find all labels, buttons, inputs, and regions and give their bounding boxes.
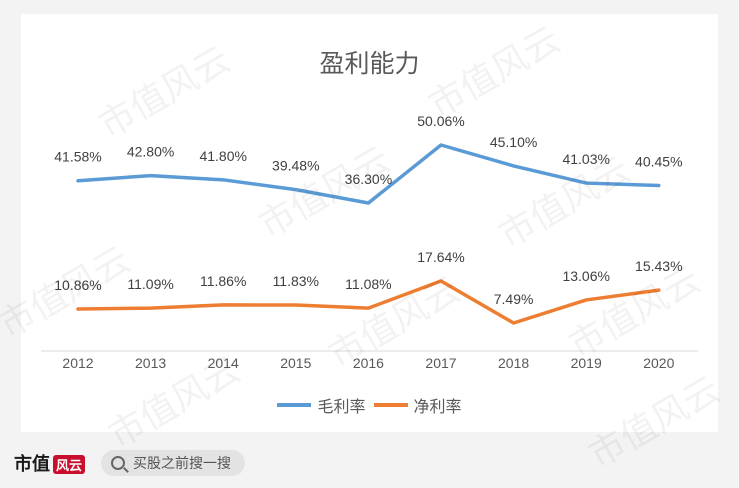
data-label: 41.58% (54, 149, 101, 165)
legend: 毛利率 净利率 (21, 393, 718, 417)
brand-seal: 风云 (53, 455, 86, 474)
data-label: 41.03% (562, 151, 609, 167)
x-tick-label: 2020 (643, 355, 674, 371)
data-label: 41.80% (199, 148, 246, 164)
legend-swatch-net-margin (373, 403, 408, 407)
x-tick-label: 2012 (62, 355, 93, 371)
search-icon (111, 456, 126, 470)
data-label: 13.06% (562, 268, 609, 284)
chart-title: 盈利能力 (319, 50, 420, 78)
search-button[interactable]: 买股之前搜一搜 (101, 450, 246, 476)
series-line-net-margin (76, 279, 661, 325)
data-label: 7.49% (494, 291, 534, 307)
x-tick-label: 2015 (280, 355, 311, 371)
data-label: 10.86% (54, 277, 101, 293)
data-label: 39.48% (272, 158, 319, 174)
brand-name: 市值 (14, 454, 50, 475)
series-line-gross-margin (76, 143, 661, 205)
x-tick-label: 2017 (425, 355, 456, 371)
data-label: 11.86% (200, 273, 246, 289)
data-label: 17.64% (417, 249, 464, 265)
data-label: 11.09% (127, 276, 173, 292)
footer: 市值 风云 买股之前搜一搜 (0, 438, 739, 488)
x-tick-label: 2019 (571, 355, 602, 371)
data-label: 36.30% (345, 171, 392, 187)
legend-item-gross-margin: 毛利率 (277, 393, 366, 417)
data-label: 15.43% (635, 258, 682, 274)
chart-card: 盈利能力 2012 2013 2014 2015 2016 2017 2018 2019 202… (0, 14, 727, 477)
legend-item-net-margin: 净利率 (373, 393, 462, 417)
x-tick-label: 2016 (353, 355, 384, 371)
search-text: 买股之前搜一搜 (133, 455, 232, 471)
line-chart: 2012 2013 2014 2015 2016 2017 2018 2019 2020 41.5… (41, 113, 698, 371)
data-label: 40.45% (635, 154, 682, 170)
data-label: 50.06% (417, 113, 464, 129)
x-tick-label: 2013 (135, 355, 166, 371)
brand-logo: 市值 风云 (14, 450, 86, 476)
data-label: 42.80% (127, 144, 174, 160)
data-label: 45.10% (490, 134, 537, 150)
data-label: 11.83% (273, 273, 319, 289)
x-tick-label: 2018 (498, 355, 529, 371)
legend-swatch-gross-margin (277, 403, 312, 407)
legend-label-gross-margin: 毛利率 (317, 399, 366, 416)
x-tick-label: 2014 (208, 355, 239, 371)
legend-label-net-margin: 净利率 (413, 399, 462, 416)
data-label: 11.08% (345, 276, 391, 292)
